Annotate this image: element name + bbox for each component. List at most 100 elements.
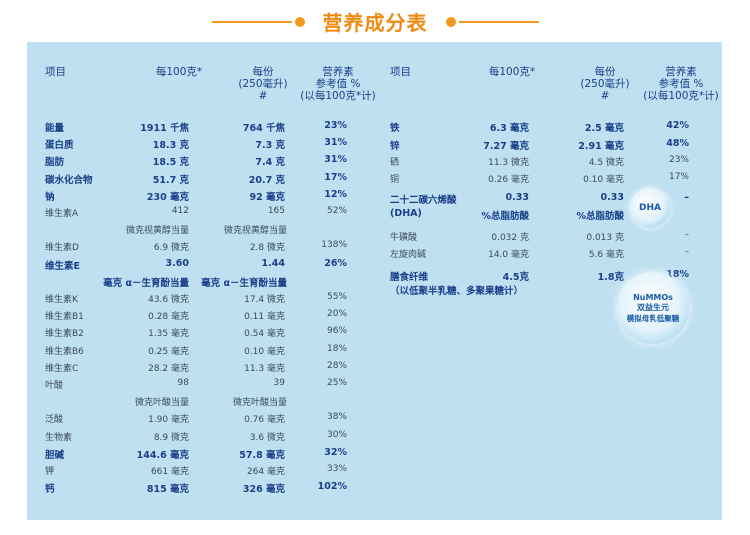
left-row-serving: 0.11 毫克	[244, 312, 285, 322]
left-row-per100: 3.60	[165, 258, 189, 269]
left-row-serving: 165	[267, 206, 285, 216]
nutrition-panel: 项目 每100克* 每份 (250毫升) # 营养素 参考值 % (以每100克…	[27, 42, 722, 520]
left-row-per100-unit: 微克视黄醇当量	[125, 226, 189, 236]
right-row-name: (DHA)	[390, 208, 422, 219]
right-row-serving: 5.6 毫克	[588, 250, 624, 260]
left-row-serving: 39	[273, 378, 285, 388]
left-row-per100: 51.7 克	[152, 175, 189, 186]
left-row-name: 维生素B1	[45, 312, 84, 322]
left-row-name: 生物素	[45, 433, 73, 443]
left-row-serving: 57.8 毫克	[239, 450, 285, 461]
right-header-item: 项目	[390, 66, 411, 78]
left-row-per100: 144.6 毫克	[136, 450, 189, 461]
left-row-name: 胆碱	[45, 450, 65, 461]
left-row-serving-unit: 微克视黄醇当量	[223, 226, 287, 236]
right-row-name: 锌	[390, 141, 400, 152]
right-row-serving: 2.91 毫克	[578, 141, 624, 152]
right-row-name: 铁	[390, 123, 400, 134]
nummos-sub-label: 双益生元	[637, 302, 669, 312]
left-row-nrv: 25%	[326, 378, 347, 388]
left-row-name: 叶酸	[45, 381, 64, 391]
right-row-serving: 0.10 毫克	[583, 175, 624, 185]
left-row-nrv: 17%	[324, 172, 347, 183]
left-row-per100: 0.28 毫克	[148, 312, 189, 322]
right-row-serving: 0.013 克	[586, 233, 624, 243]
left-row-name: 钠	[45, 192, 55, 203]
right-row-nrv: –	[684, 247, 690, 257]
left-row-serving: 0.76 毫克	[244, 415, 285, 425]
right-row-nrv: –	[684, 230, 690, 240]
left-row-per100: 815 毫克	[146, 484, 189, 495]
left-row-per100: 1.90 毫克	[148, 415, 189, 425]
right-row-name: （以低聚半乳糖、多聚果糖计）	[390, 286, 524, 297]
right-row-serving: 4.5 微克	[588, 158, 624, 168]
right-row-name: 硒	[390, 158, 400, 168]
title-dot-left	[295, 17, 305, 27]
left-row-per100: 0.25 毫克	[148, 347, 189, 357]
left-row-name: 维生素B2	[45, 329, 84, 339]
left-row-nrv: 31%	[324, 154, 347, 165]
right-row-name: 左旋肉碱	[390, 250, 427, 260]
right-row-per100: 11.3 微克	[488, 158, 529, 168]
right-row-per100: 4.5克	[502, 272, 529, 283]
nummos-desc-label: 模拟母乳低聚糖	[626, 313, 680, 323]
dha-badge-label: DHA	[639, 203, 661, 213]
left-row-nrv: 28%	[326, 361, 347, 371]
left-row-per100: 412	[171, 206, 189, 216]
right-row-name: 膳食纤维	[390, 272, 429, 283]
left-row-nrv: 38%	[326, 412, 347, 422]
left-row-per100: 661 毫克	[150, 467, 189, 477]
right-row-name: 铜	[390, 175, 400, 185]
right-row-nrv: 23%	[668, 155, 689, 165]
right-row-serving: 2.5 毫克	[584, 123, 624, 134]
left-row-nrv: 30%	[326, 430, 347, 440]
right-row-per100: 0.032 克	[491, 233, 529, 243]
left-row-name: 碳水化合物	[45, 175, 93, 186]
right-row-per100: 14.0 毫克	[488, 250, 529, 260]
nummos-badge: NuMMOs 双益生元 模拟母乳低聚糖	[617, 272, 689, 344]
right-row-per100: 0.33	[505, 192, 529, 203]
left-row-nrv: 26%	[324, 258, 347, 269]
right-row-name: 牛磺酸	[390, 233, 418, 243]
right-row-per100: %总脂肪酸	[481, 211, 529, 222]
left-header-per100: 每100克*	[155, 66, 203, 78]
left-row-serving: 0.54 毫克	[244, 329, 285, 339]
left-row-nrv: 33%	[326, 464, 347, 474]
left-row-per100: 6.9 微克	[153, 243, 189, 253]
left-row-serving-unit: 微克叶酸当量	[232, 398, 287, 408]
right-row-per100: 0.26 毫克	[488, 175, 529, 185]
left-row-per100: 28.2 毫克	[148, 364, 189, 374]
left-row-per100: 1911 千焦	[140, 123, 189, 134]
left-row-serving: 20.7 克	[248, 175, 285, 186]
left-row-per100-unit: 毫克 α－生育酚当量	[103, 278, 189, 289]
left-row-name: 能量	[45, 123, 65, 134]
left-row-name: 维生素E	[45, 261, 80, 272]
left-row-serving-unit: 毫克 α－生育酚当量	[201, 278, 287, 289]
left-row-per100: 8.9 微克	[153, 433, 189, 443]
right-row-nrv: –	[684, 192, 689, 203]
left-row-name: 维生素K	[45, 295, 78, 305]
right-row-serving: 1.8克	[597, 272, 624, 283]
left-row-name: 钙	[45, 484, 55, 495]
right-row-name: 二十二碳六烯酸	[390, 195, 457, 206]
left-header-nrv: 营养素 参考值 % (以每100克*计)	[300, 66, 376, 102]
left-row-serving: 264 毫克	[246, 467, 285, 477]
left-row-serving: 17.4 微克	[244, 295, 285, 305]
left-row-per100: 1.35 毫克	[148, 329, 189, 339]
title-bar: 营养成分表	[0, 0, 750, 42]
left-row-serving: 92 毫克	[249, 192, 285, 203]
right-header-per-serving: 每份 (250毫升) #	[580, 66, 630, 102]
right-row-nrv: 18%	[666, 269, 689, 280]
left-row-nrv: 102%	[317, 481, 347, 492]
left-row-serving: 1.44	[261, 258, 285, 269]
left-row-serving: 11.3 毫克	[244, 364, 285, 374]
title-line-right	[459, 21, 539, 23]
left-row-serving: 326 毫克	[242, 484, 285, 495]
title-dot-right	[446, 17, 456, 27]
right-row-nrv: 17%	[668, 172, 689, 182]
left-row-name: 钾	[45, 467, 55, 477]
left-row-serving: 0.10 毫克	[244, 347, 285, 357]
left-row-name: 维生素B6	[45, 347, 84, 357]
left-row-name: 蛋白质	[45, 140, 74, 151]
left-row-per100-unit: 微克叶酸当量	[134, 398, 189, 408]
